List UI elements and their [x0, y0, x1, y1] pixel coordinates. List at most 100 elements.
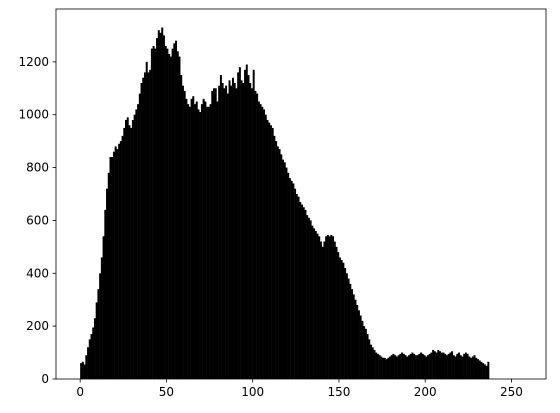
histogram-bar [249, 83, 252, 379]
histogram-bar [137, 104, 140, 379]
histogram-bar [131, 120, 134, 379]
histogram-bar [259, 104, 262, 379]
histogram-bar [464, 352, 467, 379]
histogram-bar [351, 289, 354, 379]
histogram-bar [197, 109, 200, 380]
histogram-bar [268, 122, 271, 379]
histogram-bar [245, 64, 248, 379]
histogram-bar [283, 162, 286, 379]
histogram-bar [470, 357, 473, 379]
histogram-bar [292, 183, 295, 379]
histogram-bar [480, 361, 483, 379]
histogram-bar [299, 201, 302, 379]
histogram-bar [395, 356, 398, 379]
histogram-bar [401, 352, 404, 379]
histogram-bar [230, 85, 233, 379]
histogram-bar [295, 194, 298, 379]
histogram-bar [425, 356, 428, 379]
histogram-bar [235, 88, 238, 379]
histogram-bar [451, 351, 454, 379]
histogram-bar [301, 204, 303, 379]
histogram-bar [354, 299, 357, 379]
histogram-bar [418, 353, 421, 379]
histogram-bar [116, 149, 119, 379]
histogram-bar [185, 98, 188, 380]
histogram-bar [213, 88, 215, 379]
histogram-bar [83, 364, 86, 379]
histogram-bar [420, 352, 423, 379]
histogram-bar [119, 141, 122, 379]
histogram-bar [432, 349, 435, 379]
histogram-bar [458, 352, 460, 379]
histogram-bar [252, 69, 255, 379]
histogram-bar [433, 351, 436, 379]
histogram-bar [319, 241, 322, 379]
histogram-bar [257, 101, 260, 379]
histogram-bar [404, 355, 407, 379]
histogram-bar [225, 85, 228, 379]
histogram-bar [368, 339, 371, 379]
histogram-bar [330, 234, 333, 379]
histogram-bar [178, 56, 181, 379]
histogram-bar [302, 207, 305, 379]
x-tick-label: 200 [414, 385, 437, 399]
histogram-bar [482, 363, 485, 379]
histogram-bar [378, 355, 381, 379]
histogram-bar [106, 188, 109, 379]
histogram-bar [397, 355, 400, 379]
histogram-bar [199, 112, 202, 379]
histogram-bar [192, 96, 195, 380]
histogram-bar [164, 46, 167, 379]
histogram-bar [204, 101, 207, 379]
histogram-bar [452, 355, 455, 379]
histogram-bar [157, 30, 160, 379]
histogram-bar [282, 159, 284, 379]
histogram-bar [152, 46, 155, 379]
histogram-bar [181, 85, 184, 379]
histogram-bar [102, 236, 105, 379]
histogram-bar [269, 125, 272, 379]
histogram-bar [363, 326, 366, 379]
y-tick-label: 1200 [18, 55, 49, 69]
histogram-bar [195, 101, 198, 379]
histogram-bar [97, 289, 100, 379]
x-axis: 0 50 100 150 200 250 [76, 379, 523, 399]
histogram-bar [233, 83, 236, 379]
histogram-bar [138, 93, 141, 379]
histogram-bar [307, 217, 310, 379]
histogram-bar [392, 353, 395, 379]
x-tick-label: 150 [328, 385, 351, 399]
histogram-bar [485, 365, 488, 379]
histogram-bar [287, 172, 290, 379]
histogram-bar [328, 236, 331, 379]
histogram-bar [380, 356, 383, 379]
histogram-bar [345, 273, 348, 379]
histogram-bar [190, 98, 193, 380]
histogram-bar [276, 146, 279, 379]
histogram-bar [118, 143, 121, 379]
histogram-bar [280, 154, 283, 379]
histogram-bar [187, 104, 190, 379]
histogram-bar [323, 241, 326, 379]
histogram-bar [237, 72, 240, 380]
histogram-bar [231, 77, 234, 380]
histogram-bar [382, 357, 385, 379]
histogram-bar [335, 246, 338, 379]
histogram-bar [104, 209, 107, 379]
histogram-bar [406, 356, 409, 379]
histogram-bar [385, 359, 388, 379]
histogram-bar [373, 349, 376, 379]
histogram-bar [80, 363, 83, 379]
histogram-bar [162, 35, 165, 380]
histogram-bar [240, 80, 243, 380]
histogram-bar [383, 357, 386, 379]
histogram-bar [297, 196, 300, 379]
histogram-bar [112, 151, 115, 379]
histogram-bar [306, 215, 309, 379]
histogram-bar [313, 228, 316, 379]
histogram-bar [463, 353, 466, 379]
histogram-bar [194, 104, 197, 379]
histogram-bar [81, 361, 84, 379]
plot-frame [55, 8, 547, 380]
